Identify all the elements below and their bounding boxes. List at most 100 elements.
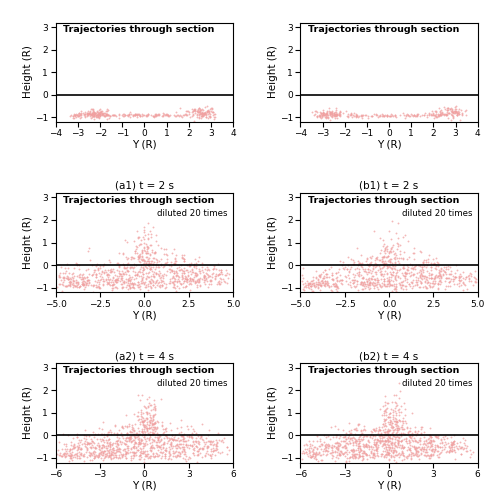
- Point: [321, 279, 329, 287]
- Point: [444, 274, 452, 282]
- Point: [88, 112, 96, 120]
- Point: [334, 445, 342, 453]
- Point: [464, 274, 472, 282]
- Point: [426, 446, 434, 454]
- Point: [415, 271, 423, 279]
- Point: [385, 408, 393, 416]
- Point: [143, 452, 151, 460]
- Point: [371, 440, 378, 448]
- Title: (a1) t = 2 s: (a1) t = 2 s: [115, 181, 174, 191]
- Point: [362, 455, 370, 463]
- Point: [359, 282, 367, 290]
- Point: [376, 256, 383, 264]
- Point: [366, 284, 374, 292]
- Point: [385, 430, 393, 438]
- Point: [186, 270, 194, 278]
- Point: [355, 448, 363, 456]
- Point: [353, 442, 361, 450]
- Point: [188, 440, 196, 448]
- Point: [115, 269, 123, 277]
- Point: [172, 264, 180, 272]
- Point: [456, 281, 464, 289]
- Point: [168, 444, 176, 452]
- Point: [407, 278, 415, 286]
- Point: [433, 110, 441, 118]
- Point: [412, 112, 420, 120]
- Point: [170, 254, 178, 262]
- Point: [185, 444, 193, 452]
- Point: [176, 279, 183, 287]
- Point: [114, 259, 121, 267]
- Point: [348, 454, 356, 462]
- Point: [110, 450, 118, 458]
- Point: [188, 449, 196, 457]
- Point: [184, 270, 192, 278]
- Point: [66, 280, 74, 287]
- Point: [453, 110, 460, 118]
- Point: [181, 272, 189, 280]
- Point: [386, 446, 394, 454]
- Point: [312, 450, 320, 458]
- Point: [384, 426, 392, 434]
- Point: [309, 450, 317, 458]
- Point: [95, 442, 103, 450]
- Point: [137, 275, 145, 283]
- Point: [390, 398, 398, 406]
- Point: [434, 280, 441, 287]
- Point: [319, 109, 327, 117]
- Point: [415, 445, 423, 453]
- Point: [90, 446, 98, 454]
- Point: [396, 402, 404, 410]
- Point: [307, 452, 315, 460]
- Point: [414, 448, 422, 456]
- Point: [398, 425, 406, 433]
- Point: [131, 110, 138, 118]
- Point: [157, 395, 165, 403]
- Point: [321, 112, 329, 120]
- Point: [107, 452, 115, 460]
- Point: [351, 452, 359, 460]
- Point: [207, 440, 214, 448]
- Point: [223, 450, 230, 458]
- Point: [200, 438, 208, 446]
- Point: [322, 270, 330, 278]
- Point: [373, 443, 381, 451]
- Point: [204, 450, 212, 458]
- Point: [441, 110, 449, 118]
- Point: [60, 449, 68, 457]
- Point: [319, 444, 327, 452]
- Point: [88, 437, 96, 445]
- Point: [413, 442, 421, 450]
- Point: [90, 111, 98, 119]
- Point: [391, 435, 398, 443]
- Point: [69, 276, 77, 284]
- Point: [359, 452, 366, 460]
- Point: [316, 286, 323, 294]
- Point: [359, 440, 366, 448]
- Point: [82, 280, 90, 287]
- Point: [72, 278, 79, 286]
- Point: [71, 443, 79, 451]
- Point: [368, 431, 376, 439]
- Point: [141, 403, 149, 411]
- Point: [438, 110, 445, 118]
- Point: [417, 444, 425, 452]
- Point: [107, 267, 115, 275]
- Point: [86, 456, 93, 464]
- Point: [400, 412, 408, 420]
- Point: [403, 260, 410, 268]
- Point: [216, 437, 224, 445]
- Point: [348, 276, 356, 283]
- Point: [149, 450, 156, 458]
- Point: [357, 264, 365, 272]
- Point: [122, 448, 130, 456]
- Point: [324, 265, 332, 273]
- Point: [158, 112, 166, 120]
- Point: [79, 277, 87, 285]
- Point: [129, 280, 137, 287]
- Point: [116, 438, 123, 446]
- Point: [157, 256, 165, 264]
- Point: [384, 440, 392, 448]
- Point: [454, 110, 462, 118]
- Point: [144, 430, 152, 438]
